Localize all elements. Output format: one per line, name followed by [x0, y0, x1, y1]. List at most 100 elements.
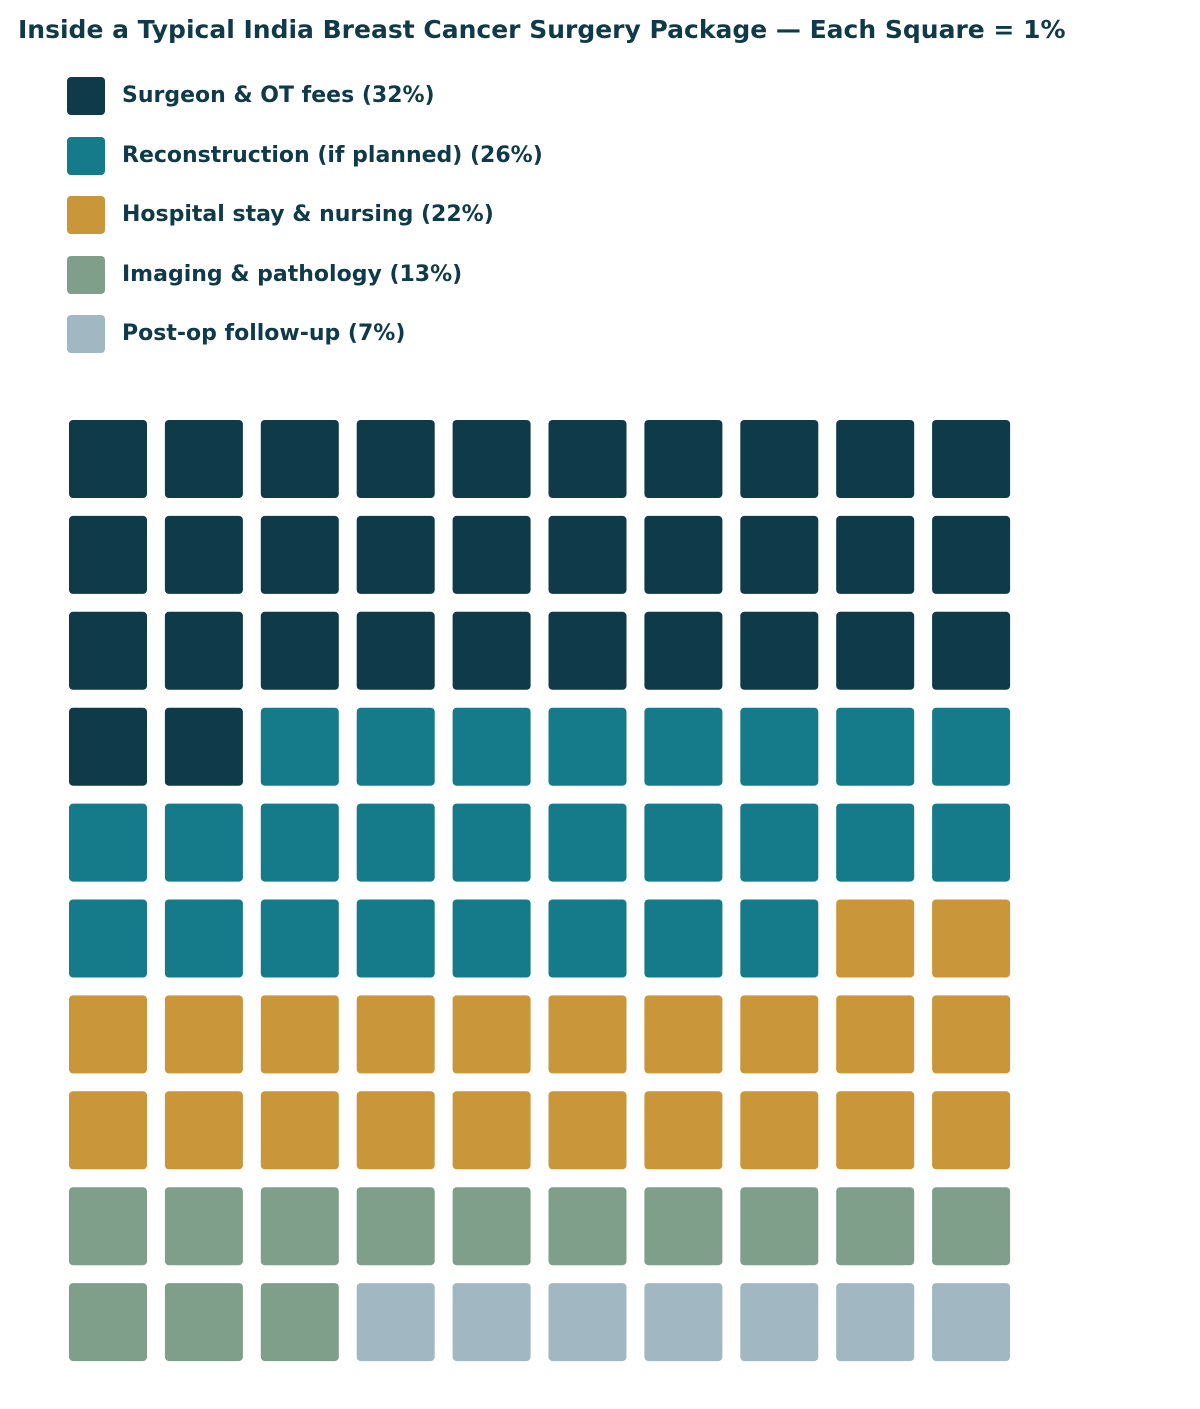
waffle-square — [164, 1091, 243, 1170]
legend-swatch — [67, 137, 105, 175]
legend-label: Post-op follow-up (7%) — [122, 321, 406, 346]
waffle-square — [452, 707, 531, 786]
waffle-square — [740, 803, 819, 882]
waffle-square — [356, 803, 435, 882]
waffle-square — [548, 611, 627, 690]
waffle-square — [548, 420, 627, 498]
waffle-square — [356, 995, 435, 1074]
waffle-square — [932, 611, 1011, 690]
waffle-square — [740, 1283, 819, 1362]
waffle-square — [260, 515, 339, 594]
legend-swatch — [67, 315, 105, 353]
waffle-square — [740, 611, 819, 690]
waffle-square — [932, 515, 1011, 594]
waffle-square — [548, 707, 627, 786]
waffle-square — [164, 1283, 243, 1362]
waffle-square — [69, 515, 147, 594]
waffle-square — [836, 1283, 915, 1362]
waffle-square — [260, 1283, 339, 1362]
waffle-square — [452, 899, 531, 978]
waffle-square — [69, 995, 147, 1074]
legend-swatch — [67, 77, 105, 115]
waffle-square — [644, 803, 723, 882]
legend-swatch — [67, 256, 105, 294]
legend-label: Hospital stay & nursing (22%) — [122, 202, 494, 227]
waffle-square — [740, 995, 819, 1074]
waffle-square — [356, 1283, 435, 1362]
waffle-square — [932, 1283, 1011, 1362]
waffle-square — [356, 420, 435, 498]
waffle-square — [836, 1187, 915, 1266]
waffle-square — [356, 515, 435, 594]
waffle-square — [548, 515, 627, 594]
waffle-square — [69, 899, 147, 978]
waffle-square — [164, 611, 243, 690]
waffle-square — [836, 515, 915, 594]
waffle-square — [740, 707, 819, 786]
waffle-square — [740, 420, 819, 498]
waffle-square — [356, 1187, 435, 1266]
waffle-square — [452, 995, 531, 1074]
waffle-square — [260, 1187, 339, 1266]
waffle-square — [260, 995, 339, 1074]
waffle-square — [452, 803, 531, 882]
legend-item-post-op-follow-up: Post-op follow-up (7%) — [67, 315, 767, 353]
waffle-square — [548, 803, 627, 882]
waffle-square — [644, 420, 723, 498]
waffle-square — [260, 803, 339, 882]
legend-item-surgeon-ot-fees: Surgeon & OT fees (32%) — [67, 77, 767, 115]
legend-swatch — [67, 196, 105, 234]
waffle-square — [548, 995, 627, 1074]
waffle-square — [164, 803, 243, 882]
legend-label: Imaging & pathology (13%) — [122, 262, 463, 287]
waffle-square — [644, 899, 723, 978]
waffle-square — [932, 899, 1011, 978]
legend-item-reconstruction: Reconstruction (if planned) (26%) — [67, 137, 767, 175]
waffle-square — [164, 995, 243, 1074]
waffle-square — [452, 1187, 531, 1266]
waffle-square — [932, 995, 1011, 1074]
waffle-square — [260, 611, 339, 690]
waffle-square — [836, 899, 915, 978]
legend-item-hospital-stay: Hospital stay & nursing (22%) — [67, 196, 767, 234]
waffle-square — [69, 707, 147, 786]
waffle-square — [644, 995, 723, 1074]
waffle-square — [548, 899, 627, 978]
waffle-square — [932, 707, 1011, 786]
waffle-square — [260, 1091, 339, 1170]
waffle-square — [69, 803, 147, 882]
waffle-square — [356, 611, 435, 690]
waffle-square — [932, 420, 1011, 498]
waffle-square — [356, 1091, 435, 1170]
waffle-square — [740, 1091, 819, 1170]
waffle-square — [356, 707, 435, 786]
waffle-square — [932, 1187, 1011, 1266]
waffle-square — [548, 1283, 627, 1362]
waffle-square — [452, 1283, 531, 1362]
waffle-square — [69, 420, 147, 498]
waffle-square — [836, 803, 915, 882]
waffle-square — [452, 611, 531, 690]
waffle-square — [644, 611, 723, 690]
waffle-square — [260, 707, 339, 786]
waffle-square — [836, 995, 915, 1074]
waffle-square — [836, 420, 915, 498]
waffle-square — [69, 611, 147, 690]
waffle-square — [932, 1091, 1011, 1170]
legend-label: Reconstruction (if planned) (26%) — [122, 143, 543, 168]
waffle-square — [644, 707, 723, 786]
waffle-square — [644, 515, 723, 594]
waffle-square — [69, 1091, 147, 1170]
waffle-square — [452, 515, 531, 594]
legend-item-imaging-pathology: Imaging & pathology (13%) — [67, 256, 767, 294]
waffle-square — [69, 1283, 147, 1362]
waffle-square — [260, 899, 339, 978]
legend-label: Surgeon & OT fees (32%) — [122, 83, 435, 108]
waffle-square — [164, 420, 243, 498]
waffle-square — [644, 1187, 723, 1266]
waffle-square — [452, 1091, 531, 1170]
waffle-square — [740, 899, 819, 978]
waffle-square — [164, 707, 243, 786]
waffle-square — [932, 803, 1011, 882]
